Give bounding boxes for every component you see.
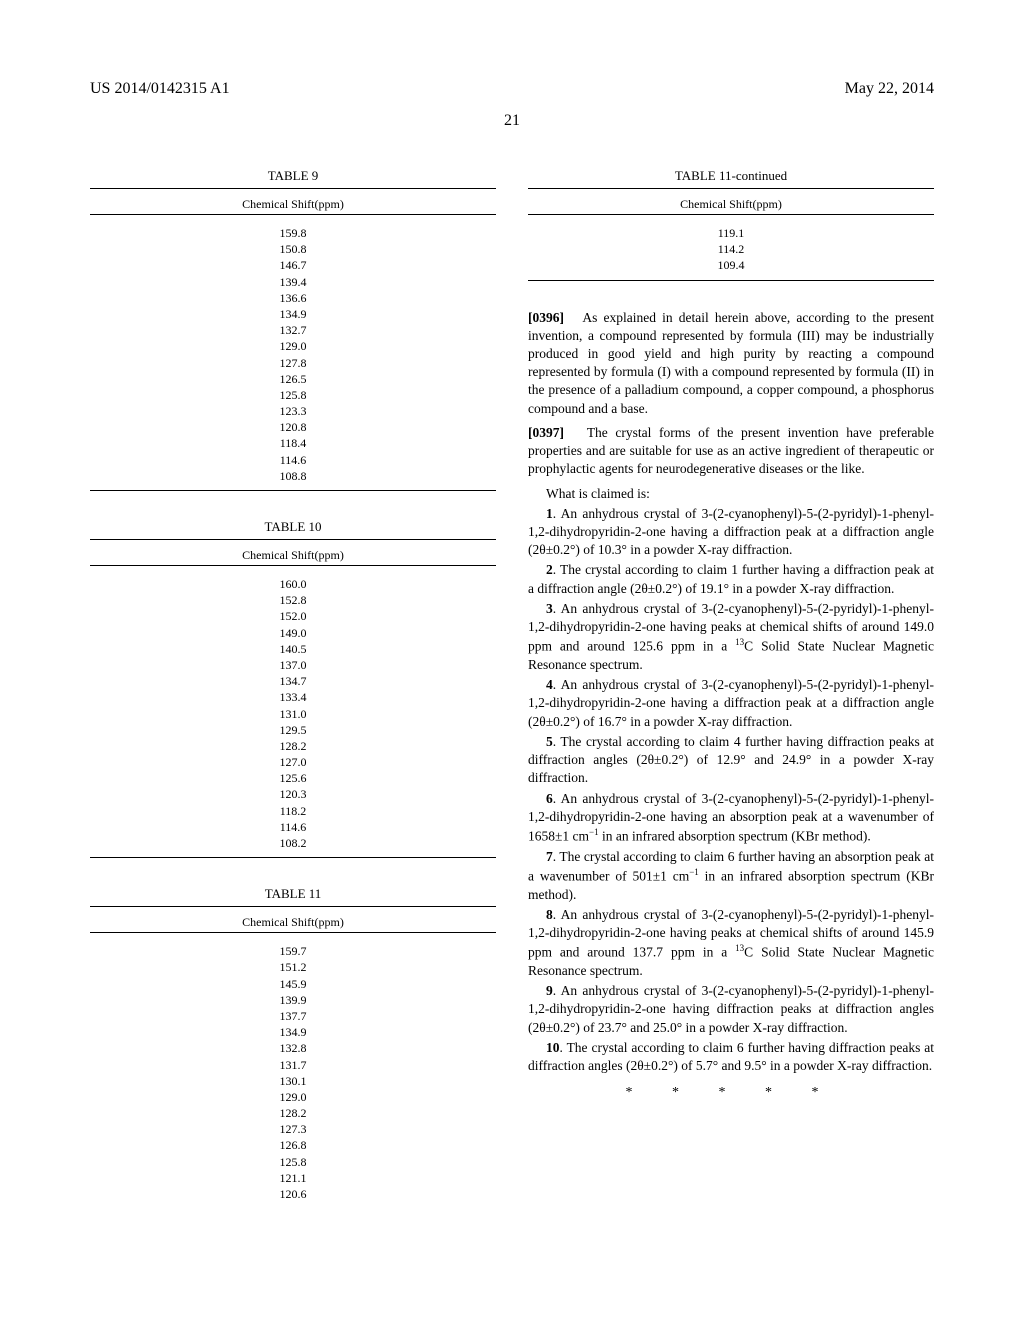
table-10: TABLE 10 Chemical Shift(ppm) 160.0 152.8…	[90, 519, 496, 858]
claim-8: 8. An anhydrous crystal of 3-(2-cyanophe…	[528, 906, 934, 980]
para-0396: [0396] As explained in detail herein abo…	[528, 309, 934, 418]
table-10-subheader: Chemical Shift(ppm)	[90, 546, 496, 565]
table-9-subheader: Chemical Shift(ppm)	[90, 195, 496, 214]
claim-9: 9. An anhydrous crystal of 3-(2-cyanophe…	[528, 982, 934, 1037]
right-column: TABLE 11-continued Chemical Shift(ppm) 1…	[528, 168, 934, 1234]
claim-4: 4. An anhydrous crystal of 3-(2-cyanophe…	[528, 676, 934, 731]
left-column: TABLE 9 Chemical Shift(ppm) 159.8 150.8 …	[90, 168, 496, 1234]
claim-6: 6. An anhydrous crystal of 3-(2-cyanophe…	[528, 790, 934, 846]
table-11-continued: TABLE 11-continued Chemical Shift(ppm) 1…	[528, 168, 934, 281]
table-10-values: 160.0 152.8 152.0 149.0 140.5 137.0 134.…	[90, 572, 496, 855]
para-0397-label: [0397]	[528, 425, 564, 440]
table-10-title: TABLE 10	[90, 519, 496, 535]
para-0397: [0397] The crystal forms of the present …	[528, 424, 934, 479]
para-0397-text: The crystal forms of the present inventi…	[528, 425, 934, 476]
table-9-title: TABLE 9	[90, 168, 496, 184]
table-11: TABLE 11 Chemical Shift(ppm) 159.7 151.2…	[90, 886, 496, 1206]
para-0396-label: [0396]	[528, 310, 564, 325]
claim-1: 1. An anhydrous crystal of 3-(2-cyanophe…	[528, 505, 934, 560]
claim-3: 3. An anhydrous crystal of 3-(2-cyanophe…	[528, 600, 934, 674]
end-stars: * * * * *	[528, 1085, 934, 1101]
table-11-values: 159.7 151.2 145.9 139.9 137.7 134.9 132.…	[90, 939, 496, 1206]
para-0396-text: As explained in detail herein above, acc…	[528, 310, 934, 416]
page-header: US 2014/0142315 A1 May 22, 2014	[90, 80, 934, 98]
claim-10: 10. The crystal according to claim 6 fur…	[528, 1039, 934, 1075]
claims-intro: What is claimed is:	[528, 485, 934, 503]
two-column-layout: TABLE 9 Chemical Shift(ppm) 159.8 150.8 …	[90, 168, 934, 1234]
claim-7: 7. The crystal according to claim 6 furt…	[528, 848, 934, 904]
table-9: TABLE 9 Chemical Shift(ppm) 159.8 150.8 …	[90, 168, 496, 491]
header-right: May 22, 2014	[845, 80, 934, 98]
table-11c-values: 119.1 114.2 109.4	[528, 221, 934, 278]
claim-2: 2. The crystal according to claim 1 furt…	[528, 561, 934, 597]
table-11-subheader: Chemical Shift(ppm)	[90, 913, 496, 932]
table-9-values: 159.8 150.8 146.7 139.4 136.6 134.9 132.…	[90, 221, 496, 488]
table-11c-title: TABLE 11-continued	[528, 168, 934, 184]
claim-5: 5. The crystal according to claim 4 furt…	[528, 733, 934, 788]
page-number: 21	[90, 112, 934, 130]
header-left: US 2014/0142315 A1	[90, 80, 230, 98]
table-11-title: TABLE 11	[90, 886, 496, 902]
table-11c-subheader: Chemical Shift(ppm)	[528, 195, 934, 214]
